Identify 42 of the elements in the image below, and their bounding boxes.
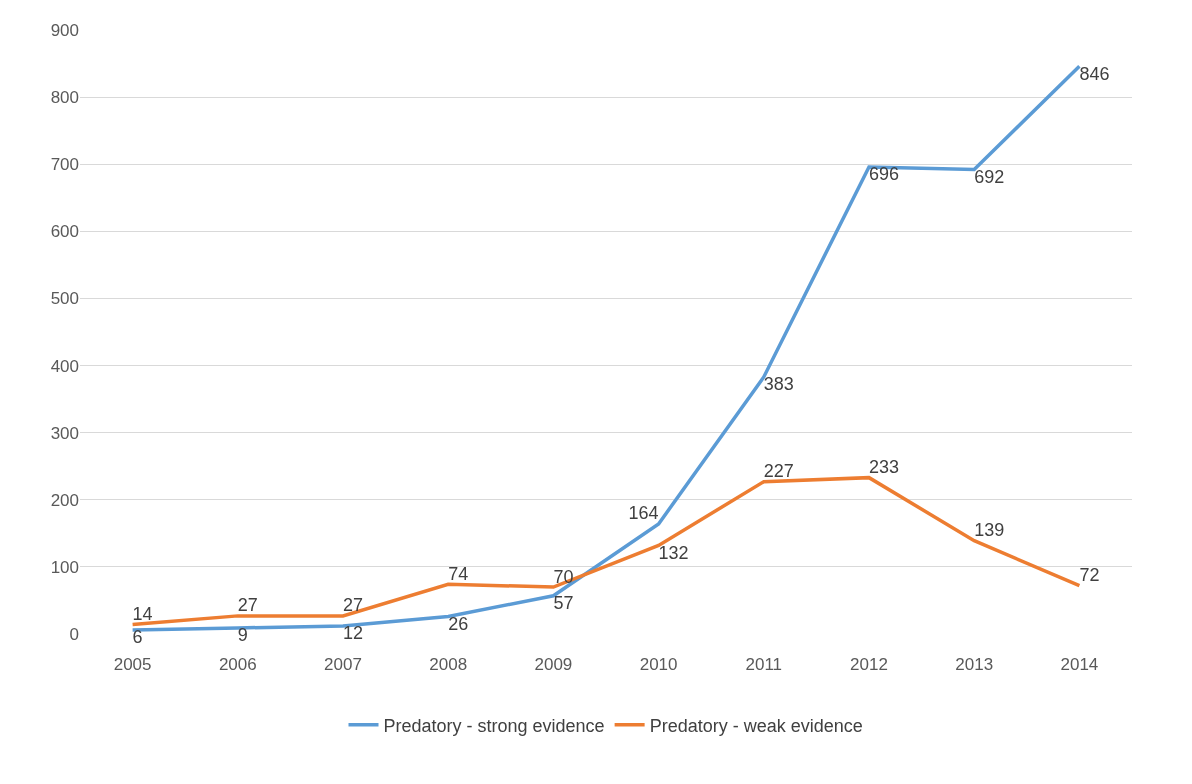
x-tick-label: 2005 xyxy=(113,655,152,674)
x-tick-label: 2007 xyxy=(324,655,362,674)
x-tick-label: 2012 xyxy=(850,655,888,674)
x-tick-label: 2008 xyxy=(429,655,468,674)
x-tick-label: 2011 xyxy=(745,655,783,674)
data-label: 12 xyxy=(343,623,364,644)
data-label: 692 xyxy=(974,167,1005,188)
data-label: 139 xyxy=(974,520,1005,541)
data-label: 696 xyxy=(869,164,900,185)
y-tick-label: 900 xyxy=(50,20,79,40)
data-label: 57 xyxy=(553,593,574,614)
legend-label: Predatory - strong evidence xyxy=(383,715,605,736)
data-label: 74 xyxy=(448,563,469,584)
x-tick-label: 2006 xyxy=(218,655,257,674)
data-label: 164 xyxy=(628,503,659,524)
y-tick-label: 300 xyxy=(50,423,79,443)
data-label: 27 xyxy=(343,595,364,616)
x-tick-label: 2009 xyxy=(534,655,573,674)
y-tick-label: 200 xyxy=(50,490,79,510)
data-label: 233 xyxy=(869,457,900,478)
legend-label: Predatory - weak evidence xyxy=(649,715,863,736)
x-tick-label: 2013 xyxy=(955,655,994,674)
data-label: 72 xyxy=(1079,565,1100,586)
y-tick-label: 600 xyxy=(50,222,79,242)
data-label: 9 xyxy=(237,625,248,646)
data-label: 70 xyxy=(553,566,574,587)
y-tick-label: 100 xyxy=(50,557,79,577)
data-label: 383 xyxy=(763,374,794,395)
data-label: 227 xyxy=(763,461,794,482)
y-tick-label: 800 xyxy=(50,88,79,108)
x-tick-label: 2014 xyxy=(1060,655,1099,674)
data-label: 6 xyxy=(132,627,143,648)
data-label: 27 xyxy=(237,595,258,616)
y-tick-label: 0 xyxy=(69,624,79,644)
data-label: 846 xyxy=(1079,63,1110,84)
data-label: 132 xyxy=(658,542,689,563)
y-tick-label: 500 xyxy=(50,289,79,309)
y-tick-label: 700 xyxy=(50,155,79,175)
data-label: 14 xyxy=(132,604,153,625)
x-tick-label: 2010 xyxy=(639,655,678,674)
y-tick-label: 400 xyxy=(50,356,79,376)
data-label: 26 xyxy=(448,614,469,635)
